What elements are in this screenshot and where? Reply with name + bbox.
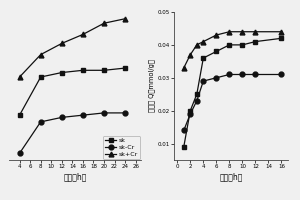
- sk-Cr: [18, 152, 21, 154]
- X-axis label: 时间（h）: 时间（h）: [63, 172, 87, 181]
- sk: [39, 76, 43, 78]
- Y-axis label: 吸附量 Q（mmol/g）: 吸附量 Q（mmol/g）: [148, 60, 155, 112]
- sk-Cr: [39, 121, 43, 123]
- sk-Cr: [123, 112, 127, 114]
- sk+Cr: [81, 33, 85, 36]
- sk-Cr: [102, 112, 106, 114]
- Line: sk-Cr: sk-Cr: [17, 110, 128, 156]
- Line: sk+Cr: sk+Cr: [17, 16, 128, 79]
- sk+Cr: [123, 18, 127, 20]
- Line: sk: sk: [17, 66, 128, 118]
- sk: [102, 69, 106, 72]
- sk: [81, 69, 85, 72]
- sk+Cr: [18, 76, 21, 78]
- sk+Cr: [102, 22, 106, 24]
- Legend: sk, sk-Cr, sk+Cr: sk, sk-Cr, sk+Cr: [103, 136, 140, 159]
- X-axis label: 时间（h）: 时间（h）: [219, 172, 243, 181]
- sk-Cr: [60, 116, 64, 119]
- sk+Cr: [39, 53, 43, 56]
- sk: [60, 71, 64, 74]
- sk: [123, 67, 127, 69]
- sk-Cr: [81, 114, 85, 116]
- sk: [18, 114, 21, 116]
- sk+Cr: [60, 42, 64, 45]
